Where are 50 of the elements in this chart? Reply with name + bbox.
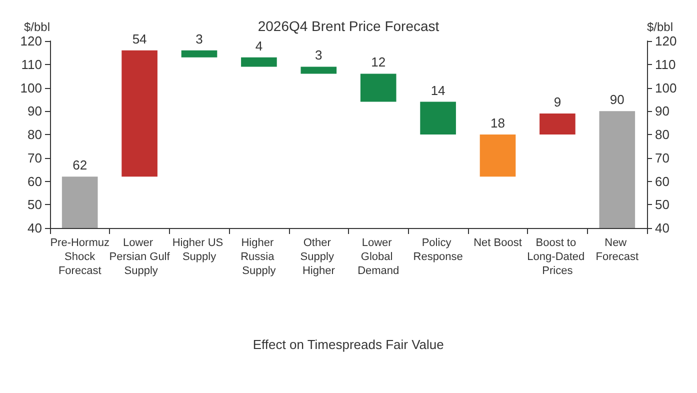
chart-title: 2026Q4 Brent Price Forecast bbox=[258, 18, 440, 34]
x-tick-label: Lower Global Demand bbox=[358, 237, 400, 277]
x-tick-label: Pre-Hormuz Shock Forecast bbox=[50, 237, 110, 277]
data-label: 9 bbox=[554, 94, 562, 110]
bar bbox=[300, 66, 337, 74]
bar bbox=[360, 74, 396, 102]
data-label: 4 bbox=[255, 38, 263, 54]
y-tick-label: 110 bbox=[21, 56, 42, 72]
y2-tick-label: 40 bbox=[655, 220, 670, 236]
x-tick-label: Higher US Supply bbox=[172, 237, 226, 263]
y2-axis-title: $/bbl bbox=[647, 20, 674, 34]
y2-tick-label: 60 bbox=[655, 174, 670, 189]
x-tick-label: Net Boost bbox=[474, 237, 522, 249]
y-tick-label: 50 bbox=[28, 197, 42, 212]
data-label: 3 bbox=[196, 31, 203, 46]
y-tick-label: 120 bbox=[20, 34, 42, 48]
bar bbox=[540, 113, 576, 134]
x-tick-label: Lower Persian Gulf Supply bbox=[109, 237, 171, 277]
bar bbox=[181, 50, 218, 58]
data-label: 54 bbox=[132, 31, 147, 46]
y2-tick-label: 110 bbox=[655, 56, 676, 72]
text: Effect on Timespreads Fair Value bbox=[252, 337, 444, 352]
data-label: 12 bbox=[371, 54, 386, 70]
y2-tick-label: 90 bbox=[655, 104, 670, 119]
y2-tick-label: 100 bbox=[655, 80, 677, 96]
data-label: 90 bbox=[610, 92, 624, 108]
x-tick-label: New Forecast bbox=[596, 237, 639, 263]
y-tick-label: 70 bbox=[28, 150, 42, 166]
y2-tick-label: 70 bbox=[655, 150, 670, 166]
x-tick-label: Other Supply Higher bbox=[300, 237, 337, 277]
bar bbox=[480, 134, 516, 177]
y-tick-label: 60 bbox=[28, 174, 42, 189]
y-tick-label: 100 bbox=[20, 80, 42, 96]
bar bbox=[420, 102, 456, 134]
data-label: 18 bbox=[490, 116, 505, 130]
y-tick-label: 90 bbox=[28, 104, 42, 119]
x-tick-label: Policy Response bbox=[413, 237, 463, 263]
data-label: 14 bbox=[430, 82, 446, 98]
x-tick-label: Boost to Long-Dated Prices bbox=[527, 237, 588, 277]
x-tick-label: Higher Russia Supply bbox=[240, 237, 278, 277]
bar bbox=[122, 50, 158, 177]
data-label: 62 bbox=[72, 158, 88, 173]
data-label: 3 bbox=[315, 48, 322, 63]
y2-tick-label: 50 bbox=[655, 197, 670, 212]
y2-tick-label: 120 bbox=[655, 34, 677, 48]
y-axis-title: $/bbl bbox=[24, 20, 50, 34]
y-tick-label: 40 bbox=[28, 220, 42, 236]
y2-tick-label: 80 bbox=[655, 127, 670, 142]
y-tick-label: 80 bbox=[28, 127, 42, 142]
bar bbox=[241, 57, 277, 67]
